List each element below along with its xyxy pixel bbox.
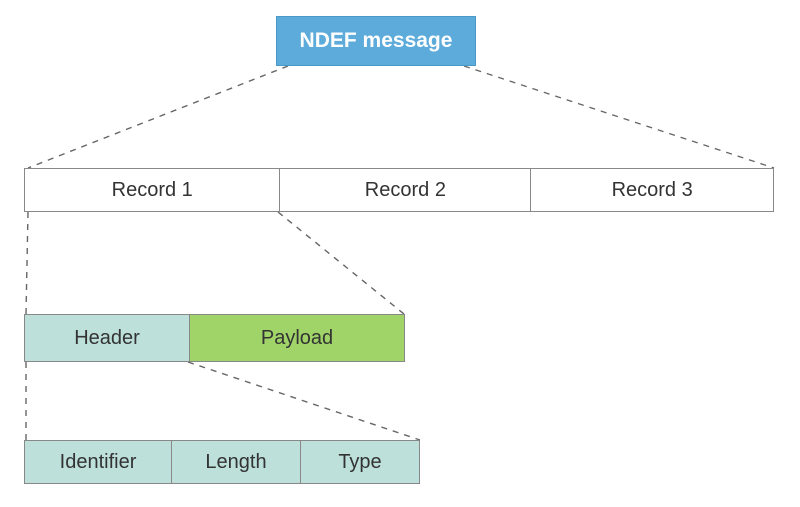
ndef-message-label: NDEF message <box>300 29 453 53</box>
record-cell-1: Record 1 <box>24 168 280 212</box>
header-label: Header <box>74 327 140 350</box>
field-box-3: Type <box>300 440 420 484</box>
field-box-2: Length <box>171 440 301 484</box>
record-label: Record 2 <box>365 179 446 202</box>
payload-box: Payload <box>189 314 405 362</box>
field-label: Length <box>205 451 266 474</box>
field-box-1: Identifier <box>24 440 172 484</box>
record-cell-2: Record 2 <box>279 168 531 212</box>
header-box: Header <box>24 314 190 362</box>
ndef-message-title: NDEF message <box>276 16 476 66</box>
record-label: Record 1 <box>112 179 193 202</box>
record-label: Record 3 <box>612 179 693 202</box>
field-label: Type <box>338 451 381 474</box>
payload-label: Payload <box>261 327 333 350</box>
field-label: Identifier <box>60 451 137 474</box>
connector-lines <box>0 0 800 507</box>
record-cell-3: Record 3 <box>530 168 774 212</box>
